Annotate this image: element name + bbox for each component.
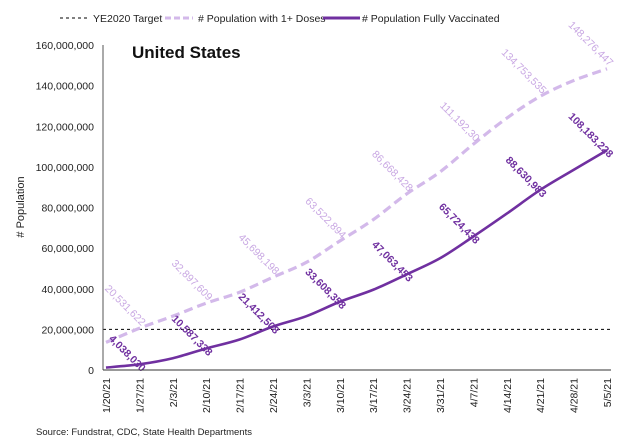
one-dose-line — [105, 67, 608, 344]
x-tick-label: 3/31/21 — [435, 378, 447, 413]
y-tick-label: 40,000,000 — [41, 284, 94, 296]
x-tick-label: 2/17/21 — [235, 378, 247, 413]
legend-label-doses: # Population with 1+ Doses — [198, 13, 326, 25]
one-dose-data-label: 148,276,447 — [566, 19, 616, 69]
x-tick-label: 1/27/21 — [134, 378, 146, 413]
legend-label-full: # Population Fully Vaccinated — [362, 13, 500, 25]
x-tick-label: 3/17/21 — [368, 378, 380, 413]
y-tick-label: 100,000,000 — [36, 162, 95, 174]
data-labels: 20,531,622 32,897,609 45,698,198 63,522,894… — [102, 19, 615, 374]
x-tick-label: 4/21/21 — [535, 378, 547, 413]
y-tick-label: 0 — [88, 365, 94, 377]
one-dose-data-label: 111,192,30 — [437, 100, 482, 145]
y-tick-label: 140,000,000 — [36, 81, 95, 93]
x-tick-label: 2/24/21 — [268, 378, 280, 413]
one-dose-data-label: 20,531,622 — [102, 283, 148, 329]
x-tick-label: 5/5/21 — [602, 378, 614, 407]
one-dose-data-label: 32,897,609 — [169, 258, 215, 304]
fully-vaccinated-data-label: 65,724,438 — [436, 201, 482, 247]
x-tick-label: 4/7/21 — [468, 378, 480, 407]
x-tick-label: 3/10/21 — [335, 378, 347, 413]
x-tick-label: 2/3/21 — [168, 378, 180, 407]
chart-title: United States — [132, 43, 241, 62]
series-layer — [103, 67, 611, 369]
y-tick-label: 20,000,000 — [41, 324, 94, 336]
fully-vaccinated-data-label: 47,063,453 — [369, 239, 415, 285]
fully-vaccinated-line — [105, 149, 608, 369]
y-tick-label: 160,000,000 — [36, 40, 95, 52]
one-dose-data-label: 45,698,198 — [236, 232, 282, 278]
fully-vaccinated-data-label: 108,183,228 — [566, 111, 616, 161]
legend: YE2020 Target # Population with 1+ Doses… — [60, 13, 500, 25]
x-tick-label: 3/3/21 — [301, 378, 313, 407]
x-tick-label: 4/14/21 — [502, 378, 514, 413]
x-tick-label: 3/24/21 — [402, 378, 414, 413]
one-dose-data-label: 63,522,894 — [303, 195, 349, 241]
x-axis-ticks: 1/20/21 1/27/21 2/3/21 2/10/21 2/17/21 2/24/2… — [101, 378, 614, 413]
y-tick-label: 80,000,000 — [41, 203, 94, 215]
y-tick-label: 120,000,000 — [36, 121, 95, 133]
y-axis-ticks: 0 20,000,000 40,000,000 60,000,000 80,000,00… — [36, 40, 95, 377]
x-tick-label: 2/10/21 — [201, 378, 213, 413]
legend-label-target: YE2020 Target — [93, 13, 162, 25]
one-dose-data-label: 86,668,428 — [369, 148, 415, 194]
fully-vaccinated-data-label: 88,630,983 — [503, 154, 549, 200]
x-tick-label: 4/28/21 — [569, 378, 581, 413]
source-note: Source: Fundstrat, CDC, State Health Dep… — [36, 427, 252, 438]
x-tick-label: 1/20/21 — [101, 378, 113, 413]
y-tick-label: 60,000,000 — [41, 243, 94, 255]
one-dose-data-label: 134,753,535 — [499, 47, 549, 97]
fully-vaccinated-data-label: 33,608,358 — [303, 266, 349, 312]
y-axis-label: # Population — [15, 176, 27, 237]
